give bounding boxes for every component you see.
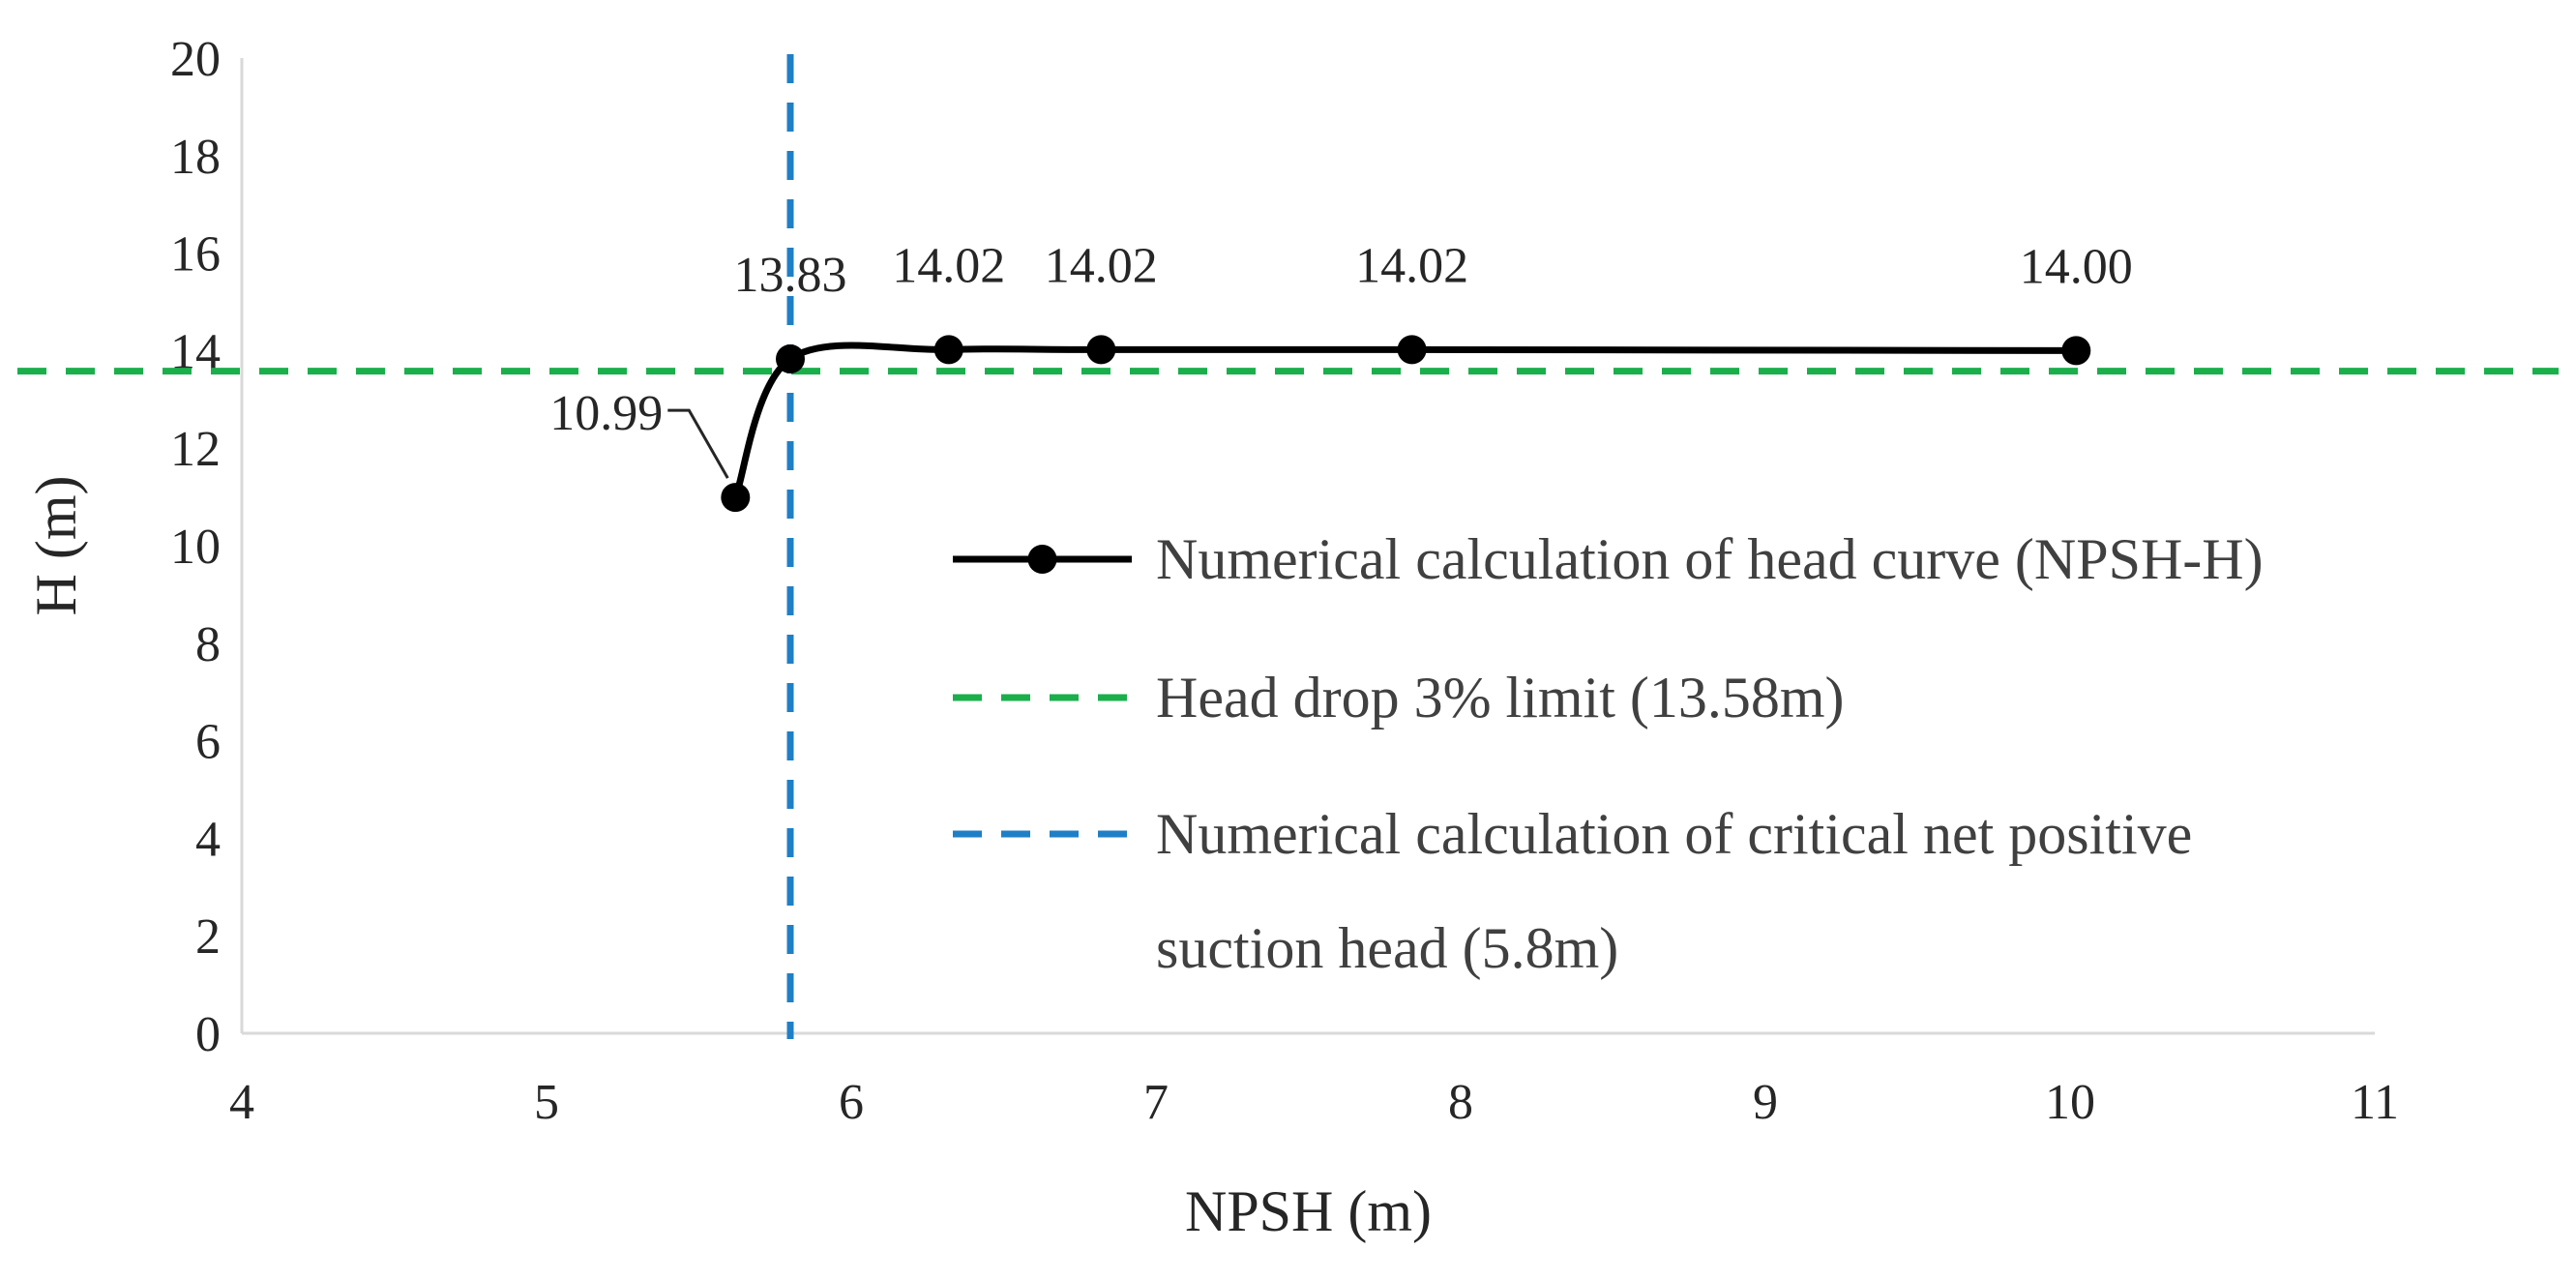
y-tick-label: 8 (195, 617, 221, 672)
reference-lines (17, 54, 2559, 1039)
x-tick-labels: 4 5 6 7 8 9 10 11 (229, 1075, 2399, 1130)
legend-label-critical-npsh-line1: Numerical calculation of critical net po… (1156, 802, 2192, 866)
data-point (721, 483, 751, 513)
y-tick-label: 20 (170, 32, 221, 87)
data-label: 14.00 (2020, 239, 2133, 294)
x-tick-label: 8 (1448, 1075, 1473, 1130)
data-label: 14.02 (892, 238, 1005, 293)
x-tick-label: 7 (1143, 1075, 1169, 1130)
data-point (776, 343, 805, 373)
data-label-leader-line (667, 408, 729, 479)
x-tick-label: 11 (2351, 1075, 2399, 1130)
legend: Numerical calculation of head curve (NPS… (953, 527, 2264, 980)
x-axis-title: NPSH (m) (1185, 1179, 1432, 1243)
y-tick-label: 18 (170, 130, 221, 185)
legend-label-head-drop-limit: Head drop 3% limit (13.58m) (1156, 666, 1845, 729)
data-label: 14.02 (1355, 238, 1468, 293)
head-curve-markers (721, 335, 2091, 513)
y-tick-label: 16 (170, 227, 221, 283)
y-tick-label: 6 (195, 715, 221, 770)
legend-marker-head-curve (1027, 545, 1057, 574)
data-label: 14.02 (1045, 238, 1158, 293)
x-tick-label: 6 (839, 1075, 864, 1130)
data-point (2061, 336, 2091, 366)
legend-item-head-curve: Numerical calculation of head curve (NPS… (953, 527, 2264, 591)
legend-item-critical-npsh: Numerical calculation of critical net po… (953, 802, 2192, 980)
data-point (933, 335, 963, 365)
data-label: 13.83 (734, 248, 847, 303)
x-tick-label: 9 (1753, 1075, 1778, 1130)
data-point (1397, 335, 1427, 365)
y-tick-label: 12 (170, 422, 221, 477)
y-tick-label: 10 (170, 520, 221, 575)
legend-label-head-curve: Numerical calculation of head curve (NPS… (1156, 527, 2264, 591)
x-tick-label: 5 (534, 1075, 559, 1130)
head-curve-data-labels: 10.99 13.83 14.02 14.02 14.02 14.00 (549, 238, 2133, 441)
legend-item-head-drop-limit: Head drop 3% limit (13.58m) (953, 666, 1845, 729)
head-curve-series: 10.99 13.83 14.02 14.02 14.02 14.00 (549, 238, 2133, 513)
y-tick-label: 4 (195, 812, 221, 867)
y-axis-title: H (m) (24, 476, 88, 616)
x-tick-label: 4 (229, 1075, 254, 1130)
legend-label-critical-npsh-line2: suction head (5.8m) (1156, 916, 1618, 980)
y-tick-label: 0 (195, 1007, 221, 1062)
axes (240, 58, 2375, 1035)
data-label: 10.99 (549, 386, 663, 441)
x-tick-label: 10 (2045, 1075, 2095, 1130)
data-point (1086, 335, 1116, 365)
y-tick-label: 2 (195, 909, 221, 965)
